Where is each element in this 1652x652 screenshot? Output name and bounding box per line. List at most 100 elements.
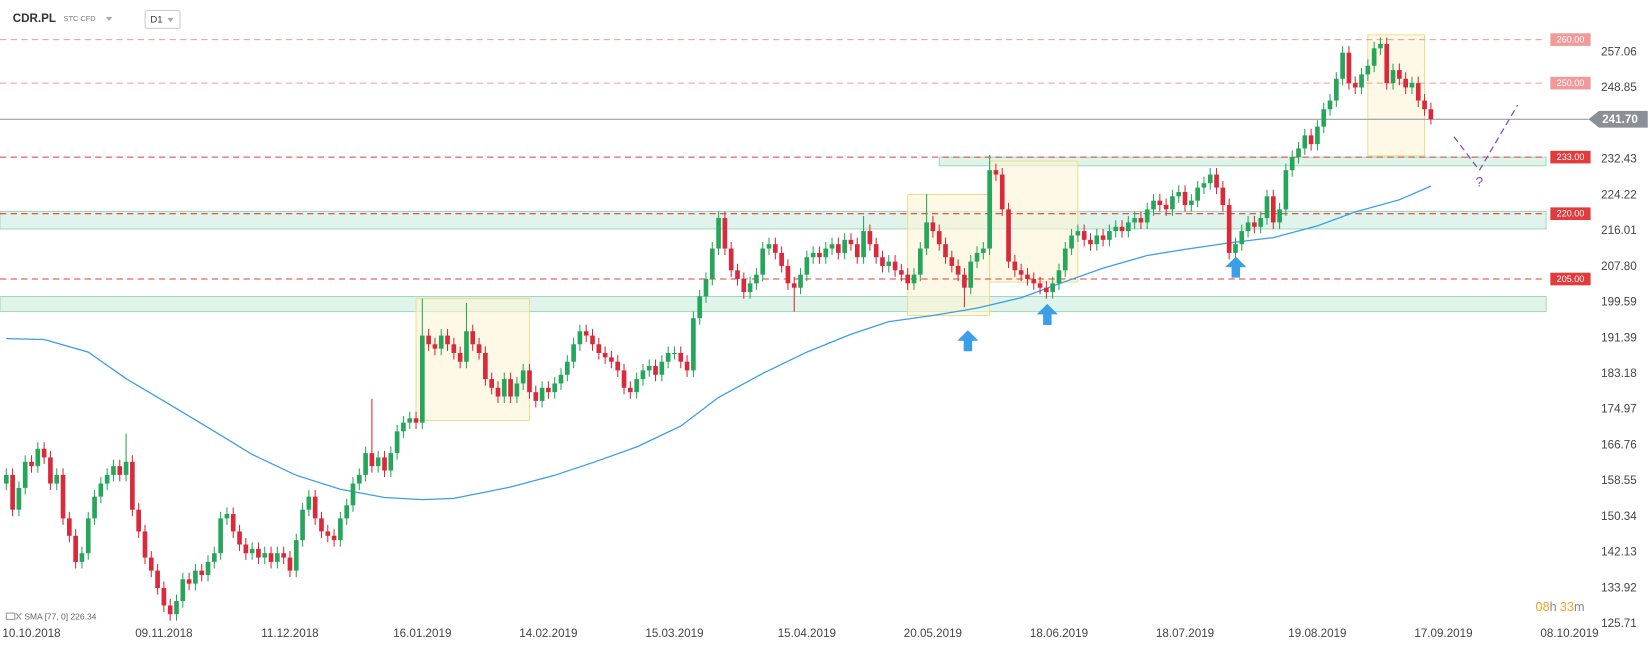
- interval-select[interactable]: [144, 9, 181, 29]
- candle-body: [148, 557, 154, 571]
- candle-body: [155, 570, 160, 589]
- candle-body: [476, 344, 482, 353]
- candle-body: [766, 244, 772, 249]
- candles-layer: [3, 37, 1434, 621]
- candle-body: [930, 222, 936, 232]
- candle-body: [16, 487, 22, 510]
- y-tick-label: 257.06: [1601, 45, 1637, 58]
- candle-body: [419, 335, 425, 423]
- candle-body: [262, 553, 268, 558]
- candle-body: [1226, 205, 1232, 253]
- candle-body: [546, 387, 551, 393]
- candle-body: [92, 496, 97, 519]
- candle-body: [363, 453, 368, 475]
- candle-body: [432, 344, 438, 349]
- candle-body: [823, 248, 829, 258]
- candle-body: [1346, 52, 1352, 84]
- candle-body: [716, 218, 721, 249]
- dropdown-icon[interactable]: [105, 16, 113, 22]
- candle-body: [331, 535, 337, 541]
- x-tick-label: 16.01.2019: [393, 627, 451, 640]
- candle-body: [1359, 74, 1364, 88]
- candle-body: [211, 553, 217, 562]
- candle-body: [943, 244, 948, 258]
- candle-body: [634, 379, 639, 393]
- candle-body: [369, 453, 375, 467]
- candle-body: [571, 344, 576, 362]
- y-tick-label: 248.85: [1601, 81, 1637, 94]
- candle-body: [407, 418, 413, 423]
- candle-body: [224, 514, 230, 519]
- projection: [1453, 104, 1519, 172]
- candle-body: [842, 239, 847, 253]
- candle-body: [1384, 43, 1390, 84]
- candle-body: [1088, 239, 1093, 245]
- candle-body: [640, 370, 646, 380]
- candle-body: [1182, 191, 1188, 206]
- candle-body: [29, 461, 34, 467]
- candle-body: [1138, 218, 1144, 223]
- candle-body: [54, 474, 60, 484]
- candle-body: [249, 548, 255, 554]
- candle-body: [1176, 191, 1182, 197]
- candle-body: [577, 331, 583, 345]
- x-tick-label: 15.04.2019: [778, 627, 836, 640]
- candle-body: [728, 248, 734, 271]
- candle-body: [1365, 65, 1371, 75]
- candle-body: [470, 331, 476, 345]
- level-tag: [1550, 76, 1591, 90]
- levels-layer: 260.00 250.00 233.00 220.00 205.00 241.70: [0, 33, 1648, 286]
- candle-body: [760, 248, 766, 275]
- candle-body: [590, 335, 595, 345]
- candle-body: [457, 352, 463, 362]
- candle-body: [1025, 274, 1030, 279]
- candle-body: [993, 170, 999, 175]
- candle-body: [1170, 196, 1175, 210]
- candle-body: [1245, 222, 1251, 232]
- candle-body: [1081, 231, 1087, 240]
- candle-body: [111, 466, 116, 475]
- candle-body: [659, 361, 665, 375]
- sma-line: [6, 185, 1432, 501]
- y-tick-label: 174.97: [1601, 403, 1637, 416]
- candle-body: [1403, 78, 1408, 88]
- x-tick-label: 17.09.2019: [1414, 627, 1472, 640]
- candle-body: [817, 252, 822, 258]
- y-tick-label: 199.59: [1601, 296, 1637, 309]
- candle-body: [85, 518, 91, 554]
- candle-body: [174, 601, 179, 615]
- candle-body: [653, 366, 658, 375]
- candle-body: [709, 248, 715, 279]
- candle-body: [319, 518, 324, 532]
- instrument: STC CFD: [64, 14, 96, 23]
- candle-body: [136, 509, 142, 532]
- candle-body: [1239, 231, 1245, 245]
- candle-body: [892, 261, 898, 271]
- y-tick-label: 158.55: [1601, 474, 1637, 487]
- candle-body: [426, 335, 431, 345]
- candle-body: [1157, 200, 1163, 206]
- y-tick-label: 133.92: [1601, 581, 1637, 594]
- candle-body: [275, 553, 280, 562]
- candle-body: [306, 496, 312, 510]
- candle-body: [684, 361, 690, 371]
- countdown-part: m: [1574, 600, 1585, 614]
- candle-body: [747, 283, 753, 293]
- candle-body: [1289, 157, 1295, 171]
- candle-body: [609, 357, 614, 362]
- candle-body: [596, 344, 602, 353]
- y-tick-label: 183.18: [1601, 367, 1637, 380]
- annotation: ?: [1476, 175, 1484, 190]
- candle-body: [186, 579, 192, 584]
- x-tick-label: 19.08.2019: [1288, 627, 1346, 640]
- candle-body: [438, 335, 444, 349]
- candle-body: [854, 244, 860, 258]
- candle-body: [483, 352, 488, 380]
- candle-body: [1012, 261, 1018, 271]
- candle-body: [873, 244, 879, 258]
- candle-body: [999, 174, 1005, 210]
- candle-body: [1352, 83, 1358, 88]
- x-tick-label: 15.03.2019: [645, 627, 703, 640]
